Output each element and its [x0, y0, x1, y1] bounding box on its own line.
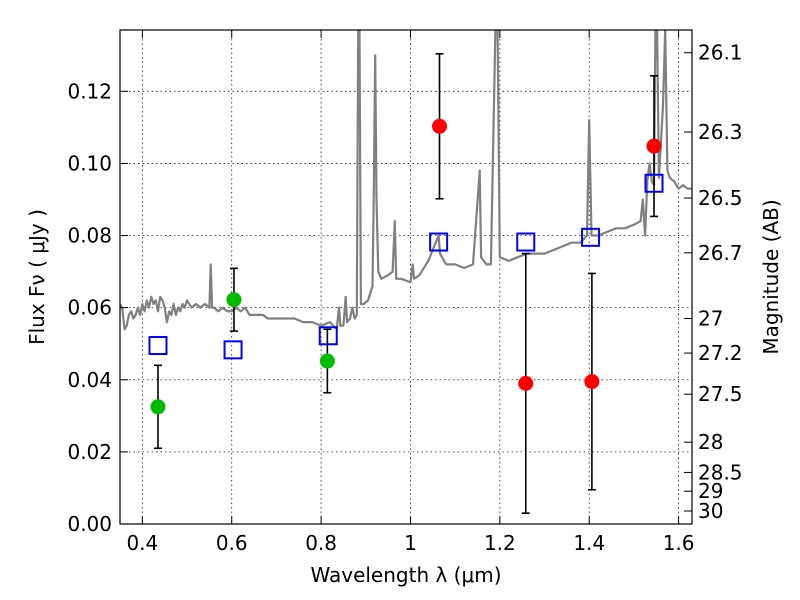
model-square-point: [148, 336, 168, 356]
right-tick-label: 26.3: [698, 120, 743, 144]
x-tick-label: 1.2: [484, 531, 516, 555]
x-axis-label: Wavelength λ (μm): [310, 563, 501, 587]
right-tick-label: 27.2: [698, 341, 743, 365]
right-tick-label: 26.5: [698, 186, 743, 210]
y-axis-left: 0.00 0.02 0.04 0.06 0.08 0.10 0.12: [67, 79, 128, 536]
plot-area: [120, 30, 692, 514]
right-tick-label: 27.5: [698, 382, 743, 406]
x-tick-label: 0.8: [305, 531, 337, 555]
right-tick-label: 28: [698, 430, 723, 454]
x-axis: 0.4 0.6 0.8 1 1.2 1.4 1.6: [126, 30, 695, 555]
y-axis-right-label: Magnitude (AB): [759, 199, 783, 354]
right-tick-label: 26.7: [698, 241, 743, 265]
model-square-point: [581, 227, 601, 247]
model-square-point: [223, 340, 243, 360]
y-tick-label: 0.10: [67, 151, 112, 175]
y-tick-label: 0.00: [67, 512, 112, 536]
data-point: [319, 353, 335, 369]
data-point: [518, 375, 534, 391]
x-tick-label: 0.4: [126, 531, 158, 555]
grid: [120, 30, 692, 525]
right-tick-label: 28.5: [698, 460, 743, 484]
plot-frame: [119, 29, 693, 525]
x-tick-label: 0.6: [216, 531, 248, 555]
data-point: [584, 374, 600, 390]
x-tick-label: 1.4: [573, 531, 605, 555]
model-square-point: [318, 326, 338, 346]
model-square-point: [516, 232, 536, 252]
right-tick-label: 27: [698, 306, 723, 330]
y-tick-label: 0.08: [67, 224, 112, 248]
y-tick-label: 0.02: [67, 440, 112, 464]
right-tick-label: 26.1: [698, 41, 743, 65]
x-tick-label: 1: [404, 531, 417, 555]
y-tick-label: 0.04: [67, 368, 112, 392]
spectrum-line: [120, 30, 692, 331]
data-point: [150, 399, 166, 415]
model-square-point: [429, 232, 449, 252]
y-tick-label: 0.06: [67, 296, 112, 320]
right-tick-label: 29: [698, 479, 723, 503]
model-square-point: [644, 173, 664, 193]
right-tick-label: 30: [698, 499, 723, 523]
x-tick-label: 1.6: [663, 531, 695, 555]
data-point: [432, 118, 448, 134]
y-tick-label: 0.12: [67, 79, 112, 103]
data-point: [646, 138, 662, 154]
data-point: [226, 292, 242, 308]
y-axis-label: Flux Fν ( μJy ): [25, 209, 49, 345]
